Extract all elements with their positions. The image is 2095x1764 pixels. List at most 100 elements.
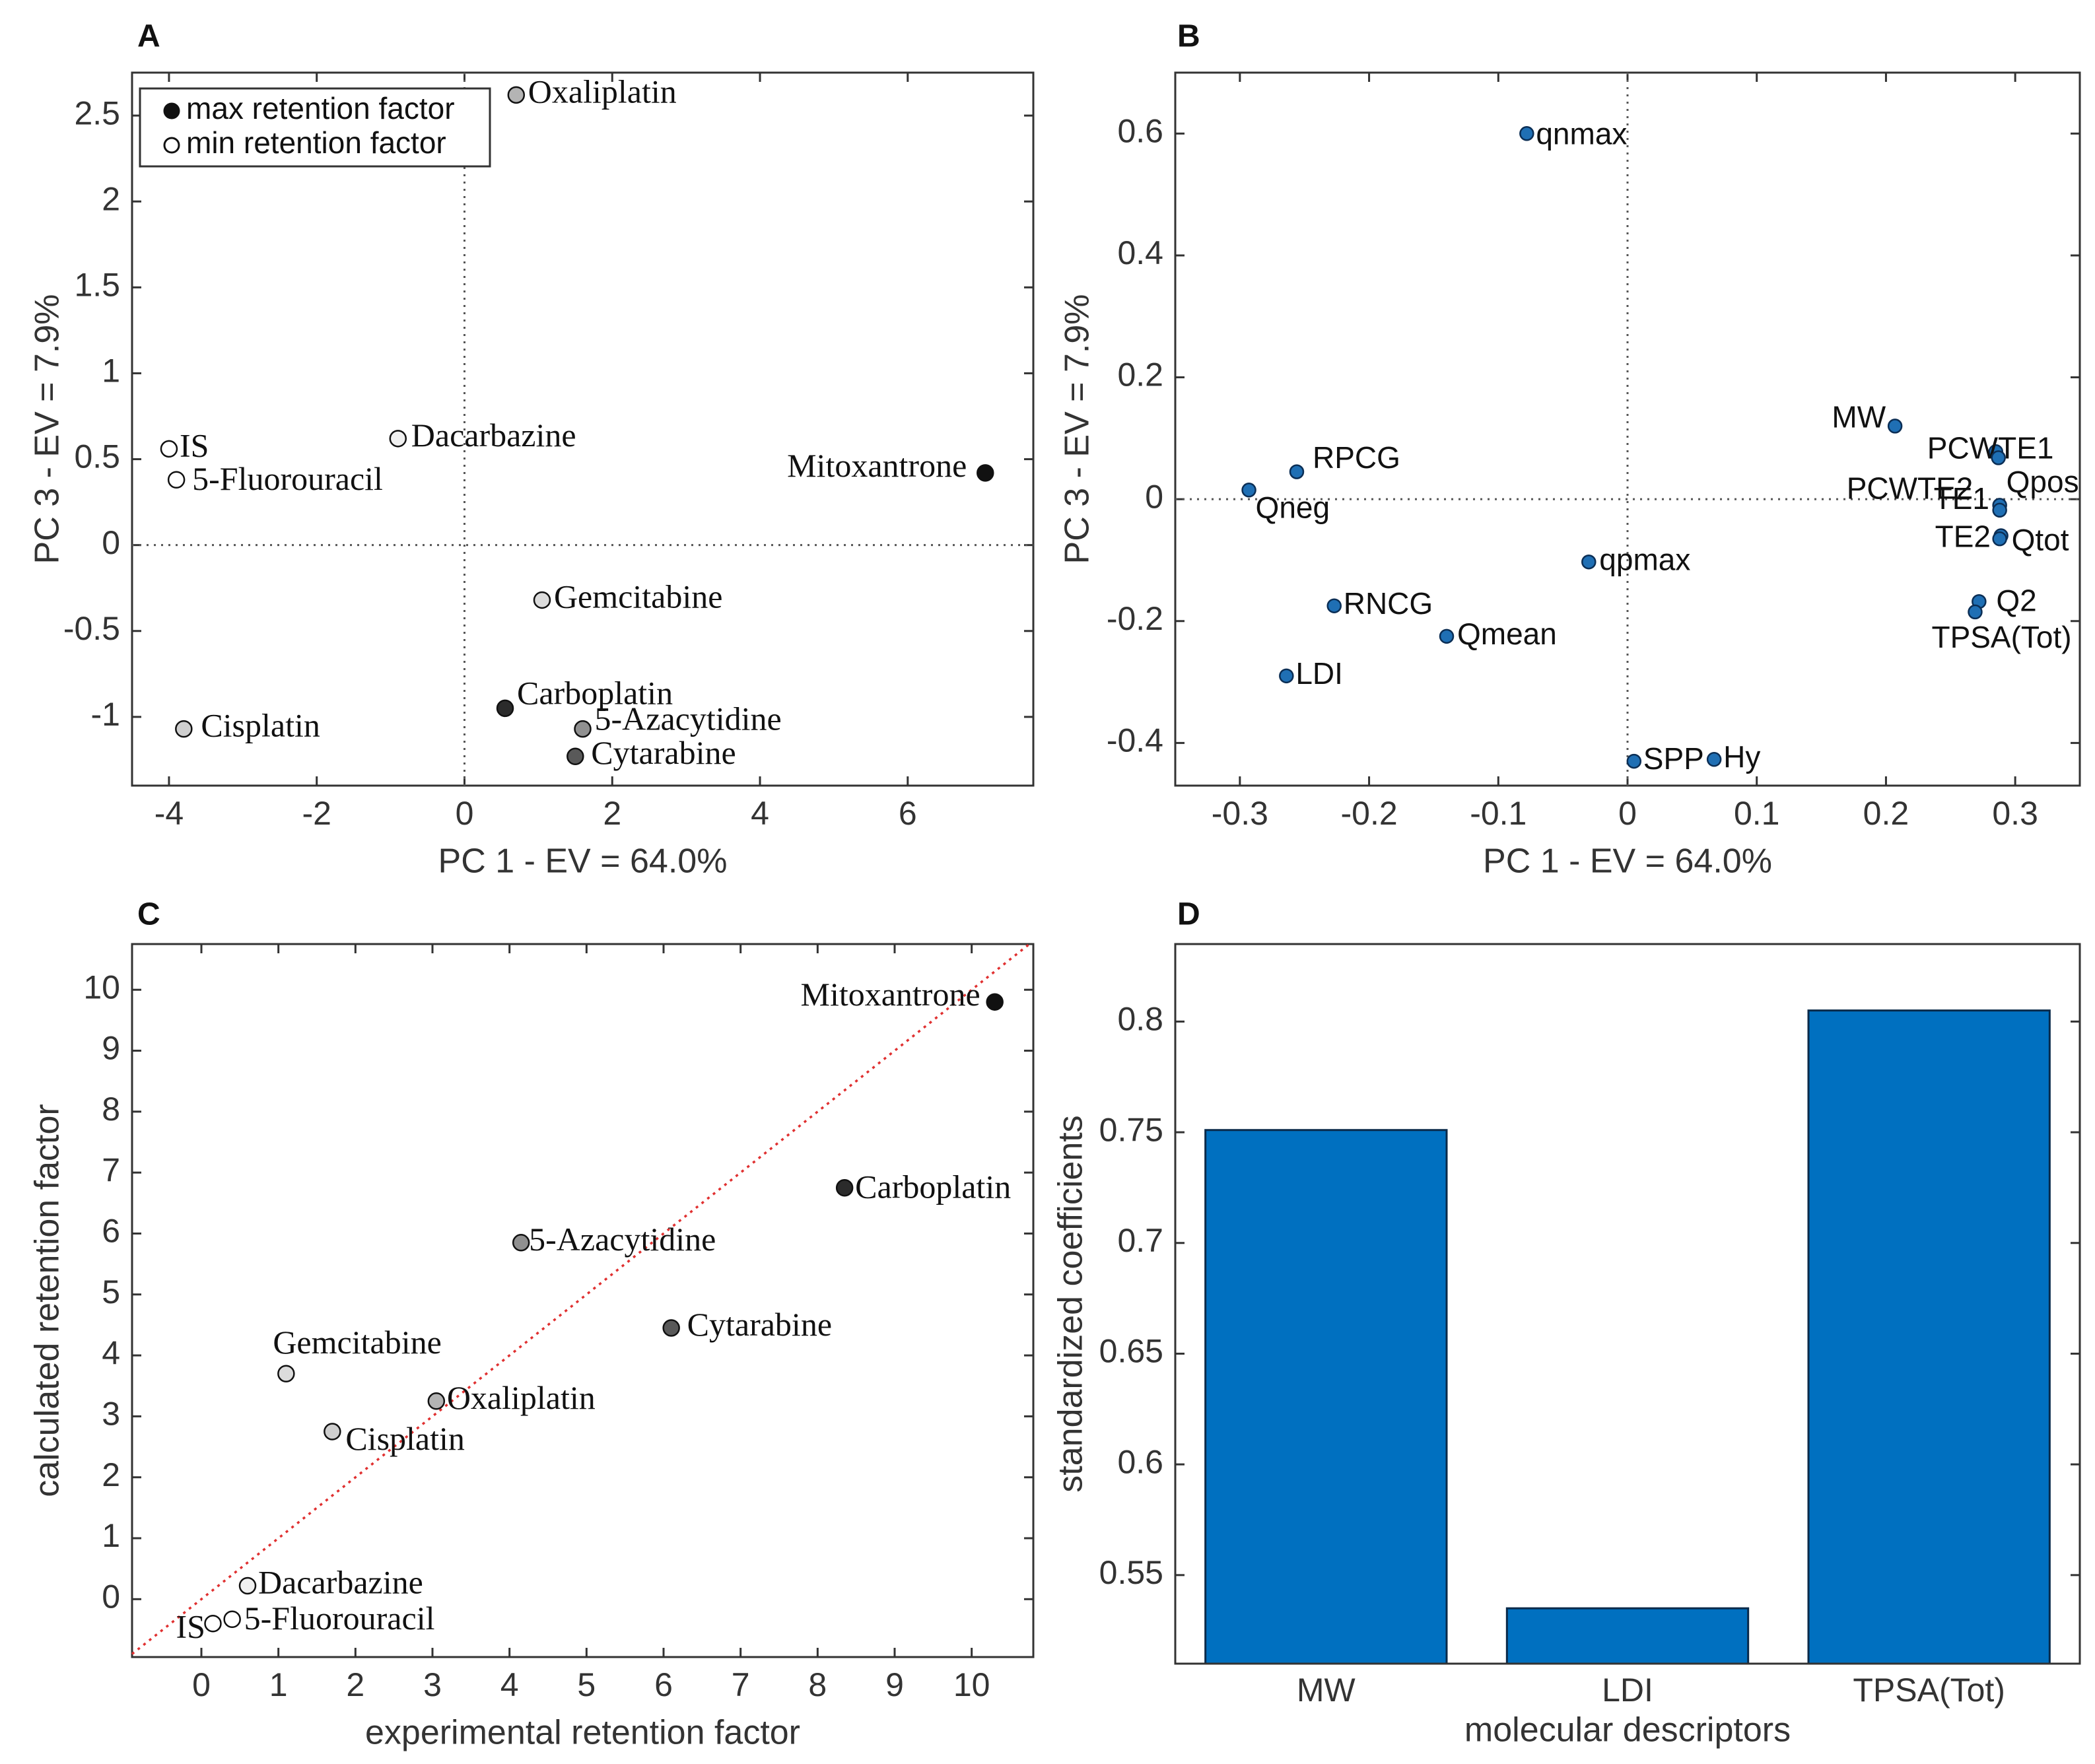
x-tick-label-c: 3 — [423, 1666, 442, 1703]
legend-marker-max-retention-factor — [163, 102, 180, 119]
point-a-5-fluorouracil — [167, 471, 186, 489]
point-b-te1 — [1992, 502, 2007, 518]
y-tick-label-d: 0.8 — [1117, 1001, 1163, 1038]
y-axis-label-c: calculated retention factor — [28, 1104, 67, 1497]
point-b-tpsa-tot — [1968, 604, 1983, 620]
y-tick-label-b: 0.2 — [1117, 356, 1163, 393]
legend-label-min-retention-factor: min retention factor — [186, 125, 446, 160]
point-b-mw — [1887, 419, 1903, 434]
y-axis-label-b: PC 3 - EV = 7.9% — [1058, 294, 1097, 564]
point-label-c-5-azacytidine: 5-Azacytidine — [529, 1221, 716, 1258]
bar-ldi — [1505, 1607, 1750, 1665]
point-label-b-q2: Q2 — [1996, 583, 2036, 617]
point-label-c-5-fluorouracil: 5-Fluorouracil — [244, 1600, 435, 1637]
x-tick-label-b: 0.1 — [1734, 795, 1780, 832]
y-tick-label-a: 2 — [102, 180, 120, 217]
y-tick-label-c: 0 — [102, 1578, 120, 1615]
x-tick-label-a: 0 — [456, 795, 474, 832]
point-a-gemcitabine — [533, 591, 551, 609]
y-tick-label-c: 9 — [102, 1030, 120, 1067]
point-c-is — [204, 1614, 222, 1633]
x-tick-label-b: 0.2 — [1863, 795, 1909, 832]
point-c-5-fluorouracil — [223, 1610, 241, 1629]
point-label-a-gemcitabine: Gemcitabine — [554, 578, 722, 615]
y-tick-label-a: 1.5 — [74, 267, 120, 304]
point-label-b-pcwte2: PCWTE2 — [1847, 471, 1974, 506]
point-c-oxaliplatin — [427, 1392, 446, 1410]
panel-letter-a: A — [137, 19, 160, 54]
point-b-rpcg — [1289, 464, 1305, 479]
point-a-cytarabine — [567, 747, 584, 766]
x-tick-label-a: 2 — [603, 795, 621, 832]
point-c-cisplatin — [324, 1423, 341, 1441]
y-tick-label-b: -0.2 — [1107, 600, 1163, 637]
plot-frame-d — [1174, 943, 2081, 1665]
x-axis-label-d: molecular descriptors — [1464, 1711, 1791, 1749]
legend-marker-min-retention-factor — [163, 137, 180, 154]
point-label-b-rncg: RNCG — [1344, 586, 1433, 621]
x-axis-label-a: PC 1 - EV = 64.0% — [438, 842, 728, 881]
point-label-c-carboplatin: Carboplatin — [855, 1169, 1011, 1205]
y-axis-label-a: PC 3 - EV = 7.9% — [28, 294, 67, 564]
panel-letter-d: D — [1177, 897, 1200, 932]
y-tick-label-b: 0 — [1145, 478, 1163, 515]
x-tick-label-c: 10 — [953, 1666, 990, 1703]
point-label-b-qneg: Qneg — [1256, 490, 1330, 524]
point-label-c-dacarbazine: Dacarbazine — [258, 1563, 423, 1600]
x-tick-label-c: 7 — [732, 1666, 750, 1703]
x-axis-label-c: experimental retention factor — [365, 1714, 800, 1752]
x-tick-label-b: -0.3 — [1212, 795, 1268, 832]
bar-mw — [1204, 1129, 1448, 1665]
point-label-b-te1: TE1 — [1934, 481, 1989, 516]
point-label-c-gemcitabine: Gemcitabine — [273, 1324, 441, 1361]
x-tick-label-d-tpsa-tot: TPSA(Tot) — [1853, 1672, 2005, 1709]
y-tick-label-a: 0 — [102, 524, 120, 561]
panel-b: B PC 1 - EV = 64.0% PC 3 - EV = 7.9% -0.3 -0… — [1058, 19, 2081, 881]
x-tick-label-d-ldi: LDI — [1602, 1672, 1653, 1709]
y-tick-label-a: 1 — [102, 353, 120, 390]
point-b-ldi — [1279, 668, 1294, 684]
y-tick-label-a: -0.5 — [63, 610, 120, 647]
plot-frame-c — [131, 943, 1035, 1658]
x-tick-label-a: 4 — [751, 795, 769, 832]
x-axis-label-b: PC 1 - EV = 64.0% — [1483, 842, 1772, 881]
point-label-b-qpos: Qpos — [2007, 465, 2079, 499]
point-a-oxaliplatin — [507, 86, 526, 104]
y-tick-label-c: 5 — [102, 1273, 120, 1310]
y-tick-label-d: 0.65 — [1099, 1333, 1163, 1370]
panel-a: A PC 1 - EV = 64.0% PC 3 - EV = 7.9% -4 -2 0 2… — [28, 19, 1035, 881]
x-tick-label-c: 9 — [885, 1666, 904, 1703]
point-a-is — [160, 440, 178, 458]
point-label-c-cisplatin: Cisplatin — [345, 1420, 465, 1457]
y-tick-label-b: 0.6 — [1117, 113, 1163, 150]
point-label-a-cytarabine: Cytarabine — [591, 734, 736, 771]
bar-tpsa-tot — [1807, 1009, 2051, 1665]
panel-letter-c: C — [137, 897, 160, 932]
point-label-c-oxaliplatin: Oxaliplatin — [447, 1379, 596, 1416]
y-tick-label-a: -1 — [91, 696, 120, 733]
point-b-qneg — [1241, 483, 1256, 498]
point-label-a-cisplatin: Cisplatin — [201, 707, 320, 744]
point-c-dacarbazine — [238, 1577, 257, 1595]
x-tick-label-b: -0.2 — [1340, 795, 1397, 832]
point-b-qmean — [1439, 628, 1455, 644]
y-tick-label-a: 0.5 — [74, 438, 120, 475]
x-tick-label-c: 1 — [269, 1666, 288, 1703]
point-label-b-qtot: Qtot — [2012, 523, 2069, 557]
x-tick-label-c: 6 — [654, 1666, 673, 1703]
point-b-qnmax — [1519, 126, 1534, 141]
y-tick-label-c: 2 — [102, 1456, 120, 1493]
y-tick-label-d: 0.55 — [1099, 1554, 1163, 1591]
point-label-b-te2: TE2 — [1935, 519, 1991, 553]
point-c-mitoxantrone — [986, 993, 1004, 1011]
x-tick-label-a: 6 — [899, 795, 917, 832]
point-label-a-oxaliplatin: Oxaliplatin — [528, 73, 677, 110]
point-b-spp — [1626, 753, 1642, 769]
y-tick-label-d: 0.6 — [1117, 1443, 1163, 1480]
point-label-b-ldi: LDI — [1295, 656, 1343, 691]
point-label-a-carboplatin: Carboplatin — [517, 674, 673, 711]
point-b-pcwte2 — [1991, 450, 2006, 465]
